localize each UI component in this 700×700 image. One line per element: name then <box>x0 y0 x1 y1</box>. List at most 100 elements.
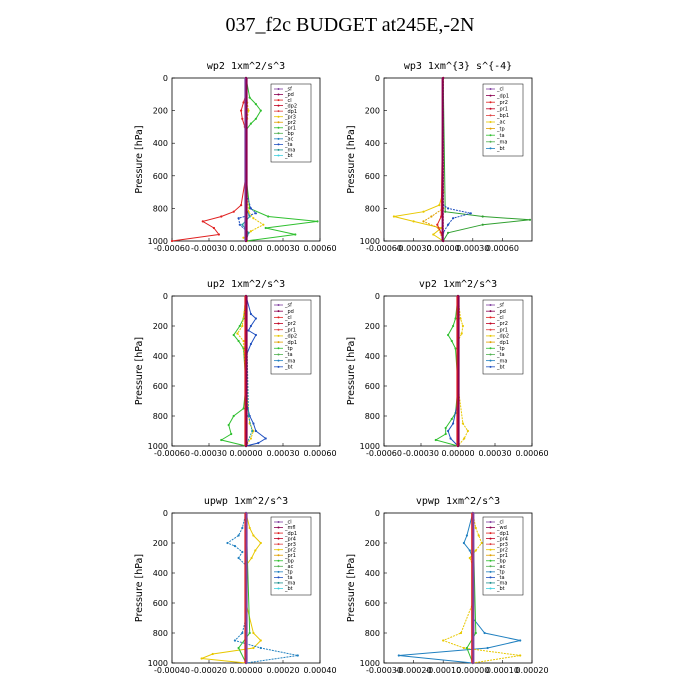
panel-2-ytick-label: 400 <box>365 139 380 148</box>
panel-5-series-point <box>211 652 214 656</box>
panel-2-legend-label: _pr1 <box>496 107 508 113</box>
panel-6-series-point <box>480 541 483 545</box>
panel-1-xtick-label: 0.00030 <box>266 244 299 253</box>
panel-5-legend-label: _pr1 <box>284 553 296 559</box>
panel-6-ytick-label: 800 <box>365 629 380 638</box>
panel-3-ytick-label: 400 <box>153 352 168 361</box>
panel-5-legend-box <box>270 516 312 596</box>
panel-1-series-point <box>212 226 215 230</box>
panel-3-series-point <box>242 407 245 410</box>
panel-5-series-point <box>248 526 251 530</box>
panel-1-series-point <box>240 109 243 112</box>
panel-6-legend-marker <box>489 537 492 540</box>
panel-4-xtick-label: 0.00030 <box>478 449 511 458</box>
panel-3-legend-label: _sf <box>284 303 292 309</box>
panel-3-legend-marker <box>277 310 280 313</box>
panel-4-legend-label: _cl <box>496 315 504 321</box>
panel-4-series-point <box>459 317 462 320</box>
panel-1-series-line <box>171 78 247 242</box>
panel-5-series-point <box>237 534 240 537</box>
panel-6-ytick-label: 400 <box>365 569 380 578</box>
panel-2-legend-label: _bt <box>496 146 505 152</box>
panel-5-series-point <box>237 556 240 560</box>
panel-3-legend-label: _pd <box>284 309 294 315</box>
panel-3-ytick-label: 0 <box>163 292 168 301</box>
panel-6-series-point <box>465 646 468 650</box>
panel-1-series-point <box>249 122 252 125</box>
panel-3-legend-marker <box>277 304 280 306</box>
panel-1-legend-label: _dp1 <box>284 109 297 115</box>
panel-5-series-point <box>259 646 262 650</box>
panel-1-ytick-label: 800 <box>153 204 168 213</box>
panel-6-series-point <box>459 631 463 635</box>
panel-1-series-point <box>316 220 319 223</box>
panel-3-ytick-label: 800 <box>153 412 168 421</box>
panel-1-xtick-label: 0.00000 <box>229 244 262 253</box>
panel-2-series-point <box>436 223 439 226</box>
panel-2-xtick-label: -0.00030 <box>396 244 432 253</box>
panel-4-series-point <box>450 417 453 421</box>
panel-3-series-point <box>254 429 257 433</box>
panel-6-legend-label: _dp1 <box>496 531 509 537</box>
panel-1-legend-marker <box>277 148 280 151</box>
panel-1-ytick-label: 0 <box>163 74 168 83</box>
panel-4-series-line <box>457 295 469 447</box>
panel-2-series-point <box>422 220 425 223</box>
panel-2-frame <box>383 77 533 242</box>
panel-1-legend-label: _pd <box>284 92 294 98</box>
panel-6-frame <box>383 512 533 664</box>
panel-2-series-point <box>438 204 441 207</box>
panel-3-series-point <box>237 339 240 343</box>
panel-5-legend-marker <box>277 521 280 523</box>
panel-4-xtick-label: -0.00030 <box>403 449 439 458</box>
panel-2-series-line <box>442 78 471 241</box>
panel-3-series-point <box>242 339 245 343</box>
panel-6-ylabel: Pressure [hPa] <box>346 554 357 622</box>
panel-3-series-point <box>249 342 252 346</box>
panel-4-series-point <box>454 347 457 350</box>
panel-6-legend-marker <box>489 587 492 590</box>
panel-1-legend-label: _ac <box>284 137 294 143</box>
panel-1-title: wp2 1xm^2/s^3 <box>207 61 285 72</box>
panel-3-legend-label: _bt <box>284 365 293 371</box>
panel-6-title: vpwp 1xm^2/s^3 <box>416 496 500 507</box>
panel-4-legend-label: _bt <box>496 365 505 371</box>
panel-6-legend-label: _pr1 <box>496 553 508 559</box>
panel-5-legend-label: _pr3 <box>284 542 296 548</box>
panel-5-legend-label: _pr4 <box>284 536 296 542</box>
panel-4-legend-label: _pr2 <box>496 321 508 327</box>
panel-3-series-point <box>257 441 260 445</box>
panel-6-legend-marker <box>489 559 492 562</box>
panel-4-legend-marker <box>489 304 492 306</box>
panel-1-legend-label: _cl <box>284 98 292 104</box>
panel-4-series-point <box>444 426 447 430</box>
panel-5-legend-marker <box>277 548 280 551</box>
panel-3-xtick-label: -0.00060 <box>154 449 190 458</box>
panel-3-legend-marker <box>277 322 280 325</box>
panel-2-series-point <box>481 223 484 226</box>
panel-1-series-point <box>254 117 257 120</box>
panel-1-series-point <box>232 210 235 213</box>
panel-4-legend-marker <box>489 347 492 350</box>
panel-5-legend-marker <box>277 565 280 568</box>
panel-5-series-point <box>254 549 257 552</box>
panel-5-ytick-label: 1000 <box>148 659 168 668</box>
panel-2-ylabel: Pressure [hPa] <box>346 125 357 193</box>
panel-4-legend-label: _dp2 <box>496 334 509 340</box>
panel-1-series-point <box>254 212 257 215</box>
panel-1-legend-marker <box>277 126 280 129</box>
panel-5-xtick-label: -0.00020 <box>191 666 227 675</box>
panel-2-series-point <box>469 212 472 215</box>
panel-2-legend-label: _tp <box>496 126 505 132</box>
panel-6-legend-marker <box>489 570 492 573</box>
panel-5-legend-label: _bt <box>284 586 293 592</box>
panel-4-xtick-label: 0.00060 <box>515 449 548 458</box>
panel-1-legend-marker <box>277 132 280 135</box>
panel-1-series-point <box>249 207 252 210</box>
panel-3-ytick-label: 1000 <box>148 442 168 451</box>
panel-6-legend-label: _cl <box>496 520 504 526</box>
panel-1-legend-marker <box>277 154 280 157</box>
panel-6-legend-label: _bp <box>496 558 506 564</box>
panel-1-series-point <box>242 236 245 239</box>
